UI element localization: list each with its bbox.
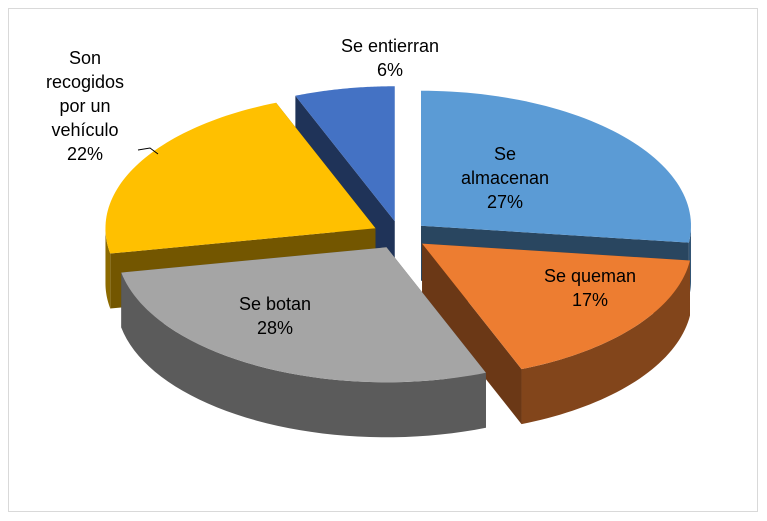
data-label: Se botan 28% (210, 292, 340, 340)
pie-slice (421, 90, 691, 243)
value-label: 22% (66, 144, 104, 164)
category-label: Se almacenan (460, 144, 550, 188)
data-label: Se almacenan 27% (450, 142, 560, 214)
pie-slice (121, 247, 486, 383)
pie-slice (295, 86, 395, 222)
value-label: 6% (376, 60, 403, 80)
pie-slice (422, 243, 690, 370)
data-label: Se entierran 6% (305, 34, 475, 82)
value-label: 28% (256, 318, 294, 338)
category-label: Son recogidos por un vehículo (45, 48, 125, 140)
pie-slice (105, 102, 376, 254)
category-label: Se entierran (340, 36, 440, 56)
value-label: 17% (571, 290, 609, 310)
slice-side (521, 260, 690, 425)
data-label: Se queman 17% (525, 264, 655, 312)
slice-side (105, 228, 111, 309)
value-label: 27% (486, 192, 524, 212)
slice-tops (105, 86, 691, 383)
category-label: Se botan (238, 294, 312, 314)
slice-side (121, 272, 486, 438)
category-label: Se queman (543, 266, 637, 286)
slice-wall (422, 243, 522, 425)
data-label: Son recogidos por un vehículo 22% (33, 46, 138, 166)
leader-line (137, 147, 159, 155)
